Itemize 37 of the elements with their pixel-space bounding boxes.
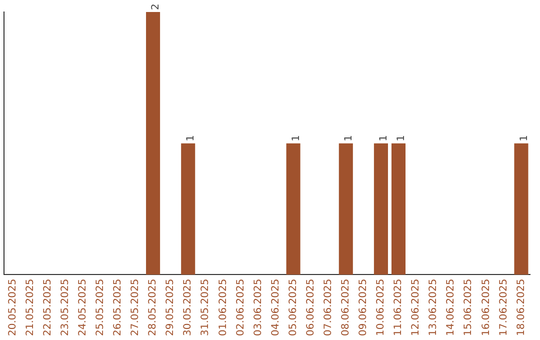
x-tick-label: 14.06.2025	[446, 278, 457, 336]
x-tick-label: 04.06.2025	[270, 278, 282, 336]
x-tick-label: 24.05.2025	[77, 278, 88, 336]
x-tick-label: 28.05.2025	[148, 278, 159, 336]
x-tick-label: 22.05.2025	[42, 278, 54, 336]
x-tick-label: 05.06.2025	[288, 278, 299, 336]
x-tick-label: 23.05.2025	[60, 278, 71, 336]
x-tick-label: 13.06.2025	[428, 278, 440, 336]
x-tick-label: 31.05.2025	[200, 278, 212, 336]
x-tick-label: 30.05.2025	[182, 278, 194, 336]
x-tick-label: 18.06.2025	[516, 278, 527, 336]
data-label: 2	[150, 4, 162, 10]
x-tick-label: 03.06.2025	[252, 278, 264, 336]
x-tick-label: 09.06.2025	[358, 278, 370, 336]
data-label: 1	[378, 134, 390, 142]
x-tick-label: 29.05.2025	[165, 278, 176, 336]
data-label: 1	[290, 134, 302, 142]
data-label: 1	[396, 134, 408, 142]
data-label: 1	[343, 134, 354, 142]
x-tick-label: 10.06.2025	[376, 278, 387, 336]
x-tick-label: 20.05.2025	[7, 278, 18, 336]
x-tick-label: 27.05.2025	[130, 278, 142, 336]
x-tick-label: 25.05.2025	[95, 278, 106, 336]
x-tick-label: 12.06.2025	[410, 278, 422, 336]
x-tick-label: 08.06.2025	[340, 278, 352, 336]
x-tick-label: 02.06.2025	[235, 278, 246, 336]
data-label: 1	[186, 134, 197, 142]
x-tick-label: 07.06.2025	[322, 278, 334, 336]
data-label: 1	[518, 134, 530, 142]
x-tick-label: 15.06.2025	[463, 278, 474, 336]
x-tick-label: 06.06.2025	[305, 278, 316, 336]
x-tick-label: 16.06.2025	[480, 278, 492, 336]
x-tick-label: 26.05.2025	[112, 278, 124, 336]
x-tick-label: 01.06.2025	[218, 278, 229, 336]
x-tick-label: 21.05.2025	[24, 278, 36, 336]
x-tick-label: 11.06.2025	[393, 278, 404, 336]
x-tick-label: 17.06.2025	[498, 278, 510, 336]
